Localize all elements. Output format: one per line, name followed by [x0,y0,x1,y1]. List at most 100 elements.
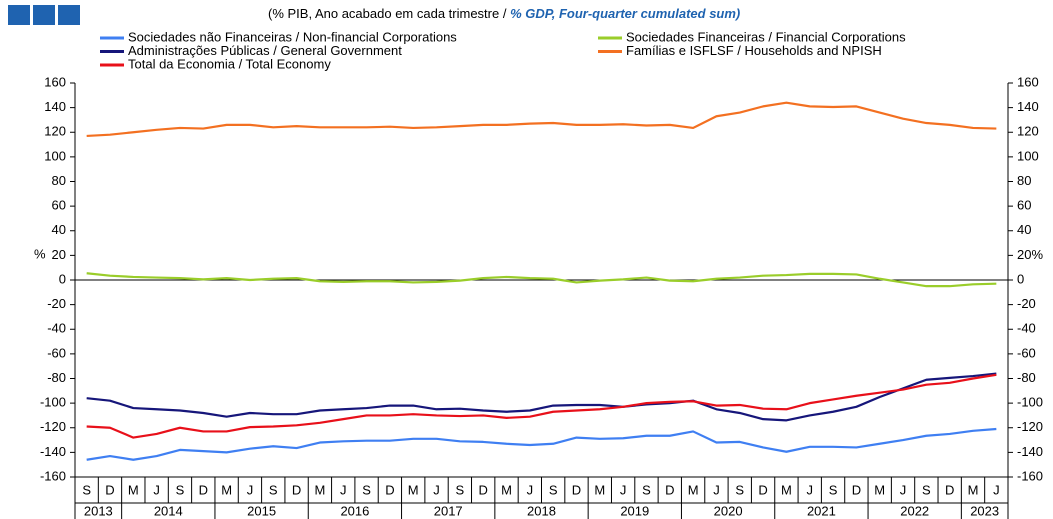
y2-tick-label: -60 [1017,345,1036,360]
series-line [86,373,997,439]
x-tick-label: J [340,482,347,497]
year-label: 2019 [620,503,649,518]
x-tick-label: M [221,482,232,497]
x-tick-label: D [478,482,487,497]
x-tick-label: D [852,482,861,497]
x-tick-label: J [713,482,720,497]
y-tick-label: 140 [44,99,66,114]
y-tick-label: -40 [47,321,66,336]
x-tick-label: S [269,482,278,497]
y2-tick-label: 100 [1017,148,1039,163]
x-tick-label: J [433,482,440,497]
y-tick-label: 160 [44,74,66,89]
year-label: 2016 [340,503,369,518]
x-tick-label: J [153,482,160,497]
logo-square [58,5,80,25]
x-tick-label: S [829,482,838,497]
x-tick-label: M [688,482,699,497]
legend-label: Famílias e ISFLSF / Households and NPISH [626,43,882,58]
y2-tick-label: -80 [1017,370,1036,385]
x-tick-label: J [620,482,627,497]
year-label: 2021 [807,503,836,518]
year-label: 2013 [84,503,113,518]
x-tick-label: J [527,482,534,497]
y-tick-label: 40 [52,222,66,237]
x-tick-label: D [292,482,301,497]
x-tick-label: M [781,482,792,497]
y2-tick-label: 160 [1017,74,1039,89]
x-tick-label: D [665,482,674,497]
x-tick-label: D [385,482,394,497]
series-line [86,101,997,138]
y-tick-label: 120 [44,124,66,139]
y2-tick-label: 40 [1017,222,1031,237]
x-tick-label: J [993,482,1000,497]
logo-square [33,5,55,25]
x-tick-label: S [642,482,651,497]
x-tick-label: M [501,482,512,497]
x-tick-label: M [314,482,325,497]
y-tick-label: -100 [40,395,66,410]
y-tick-label: 0 [59,271,66,286]
y-tick-label: 60 [52,198,66,213]
x-tick-label: D [105,482,114,497]
y2-tick-label: -40 [1017,321,1036,336]
x-tick-label: S [362,482,371,497]
series-line [86,272,997,288]
x-tick-label: M [128,482,139,497]
x-tick-label: S [922,482,931,497]
x-tick-label: J [900,482,907,497]
legend-label: Total da Economia / Total Economy [128,56,331,71]
x-tick-label: M [408,482,419,497]
y-tick-label: -20 [47,296,66,311]
year-label: 2015 [247,503,276,518]
y2-tick-label: 140 [1017,99,1039,114]
y-tick-label: -160 [40,468,66,483]
y2-tick-label: 120 [1017,124,1039,139]
x-tick-label: S [735,482,744,497]
y2-tick-label: 60 [1017,198,1031,213]
legend-label: Sociedades Financeiras / Financial Corpo… [626,29,906,44]
year-label: 2014 [154,503,183,518]
y2-tick-label: -140 [1017,444,1043,459]
x-tick-label: S [456,482,465,497]
y-tick-label: 80 [52,173,66,188]
y2-tick-label: 80 [1017,173,1031,188]
x-tick-label: M [968,482,979,497]
series-line [86,372,997,422]
x-tick-label: M [874,482,885,497]
year-label: 2023 [970,503,999,518]
subtitle: (% PIB, Ano acabado em cada trimestre / … [268,6,740,21]
x-tick-label: S [549,482,558,497]
x-tick-label: D [199,482,208,497]
y2-tick-label: -100 [1017,395,1043,410]
x-tick-label: S [82,482,91,497]
logo-square [8,5,30,25]
x-tick-label: S [176,482,185,497]
y-axis-label: % [34,246,46,261]
x-tick-label: M [594,482,605,497]
year-label: 2018 [527,503,556,518]
x-tick-label: J [806,482,813,497]
x-tick-label: D [945,482,954,497]
subtitle-en: % GDP, Four-quarter cumulated sum) [510,6,740,21]
year-label: 2017 [434,503,463,518]
legend-label: Sociedades não Financeiras / Non-financi… [128,29,457,44]
y-tick-label: 20 [52,247,66,262]
y2-tick-label: -120 [1017,419,1043,434]
y-tick-label: 100 [44,148,66,163]
year-label: 2020 [714,503,743,518]
y-tick-label: -120 [40,419,66,434]
x-tick-label: D [758,482,767,497]
x-tick-label: J [247,482,254,497]
legend-label: Administrações Públicas / General Govern… [128,43,402,58]
subtitle-pt: (% PIB, Ano acabado em cada trimestre / [268,6,507,21]
y2-tick-label: -20 [1017,296,1036,311]
y2-tick-label: 0 [1017,271,1024,286]
year-label: 2022 [900,503,929,518]
y-tick-label: -80 [47,370,66,385]
y2-tick-label: 20% [1017,247,1043,262]
y-tick-label: -140 [40,444,66,459]
y2-tick-label: -160 [1017,468,1043,483]
